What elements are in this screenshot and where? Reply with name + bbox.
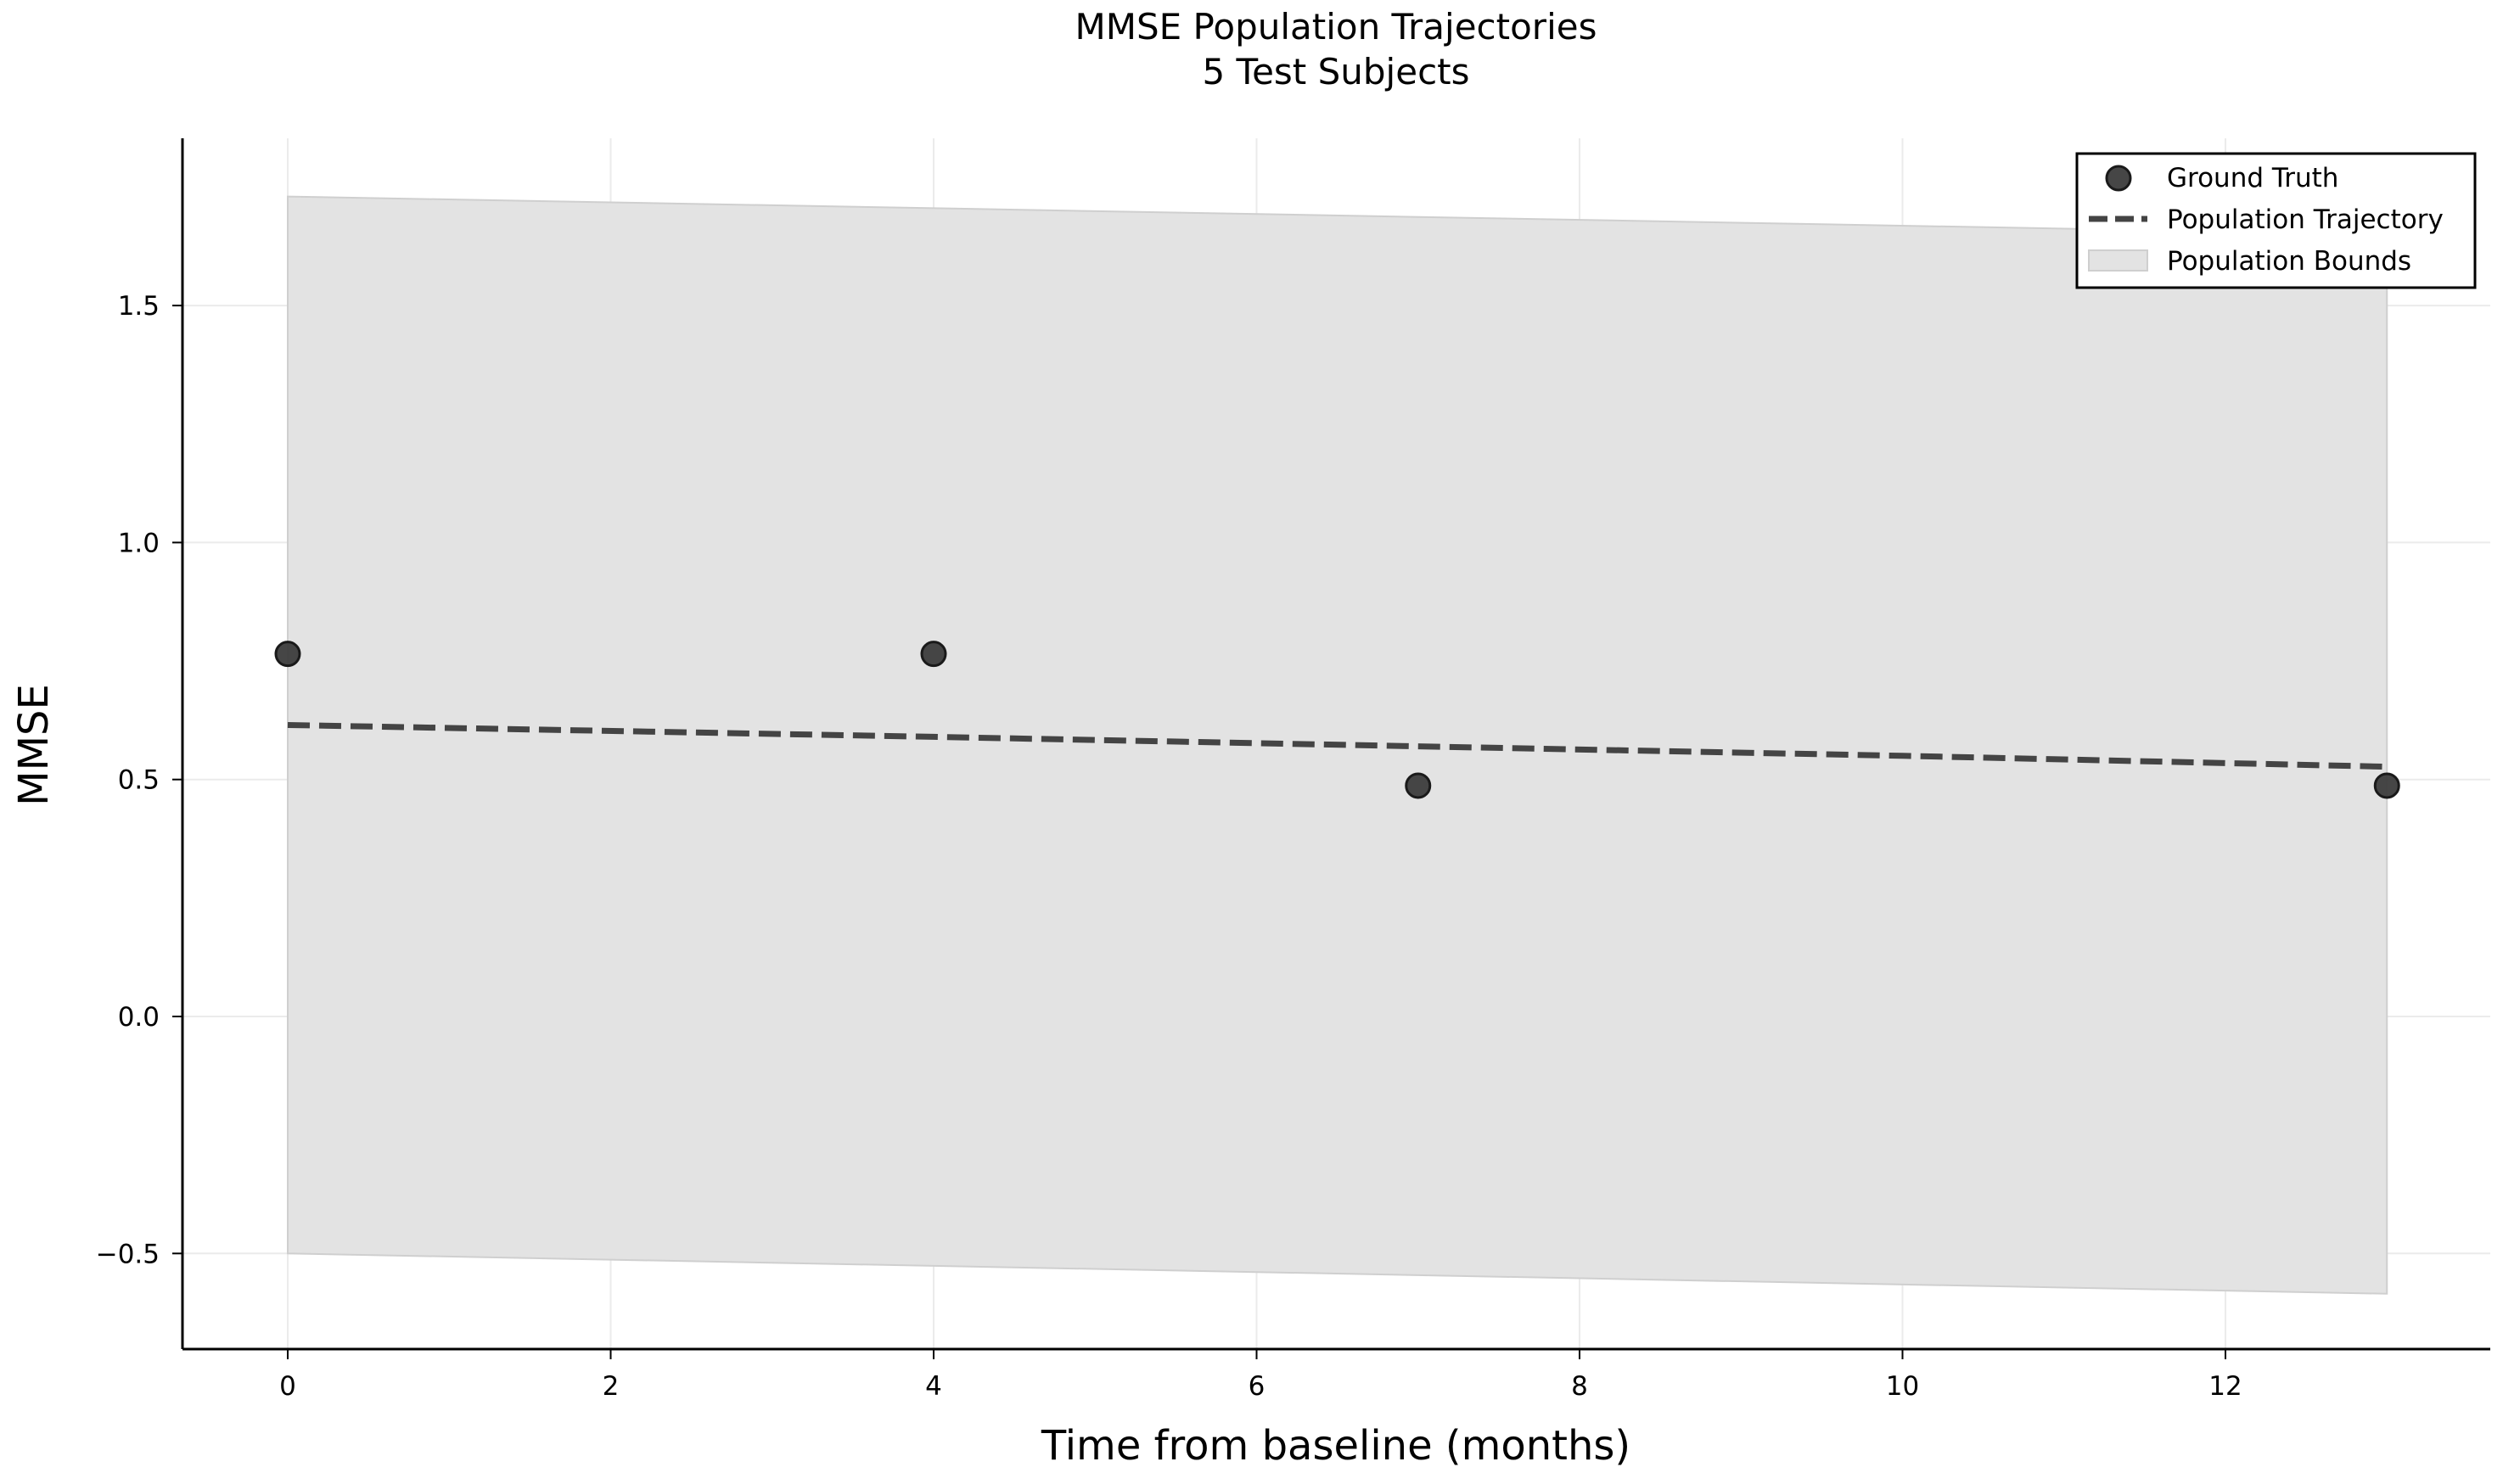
ground-truth-point [920,641,947,668]
legend-population-trajectory-label: Population Trajectory [2167,204,2444,235]
x-tick-label: 0 [279,1371,296,1402]
ground-truth-point [2373,772,2400,799]
ground-truth-point [274,641,301,668]
legend-population-bounds-marker [2088,249,2148,272]
y-tick-label: 0.0 [118,1002,160,1033]
y-axis-label: MMSE [10,684,58,806]
y-tick-label: 0.5 [118,765,160,796]
x-tick-label: 10 [1886,1371,1919,1402]
y-tick-label: 1.0 [118,528,160,558]
x-tick-label: 12 [2208,1371,2242,1402]
ground-truth-point [1405,772,1432,799]
legend-ground-truth-marker [2105,165,2132,192]
y-tick-label: −0.5 [96,1239,160,1269]
legend-ground-truth-label: Ground Truth [2167,163,2338,193]
chart-title: MMSE Population Trajectories [1075,6,1597,48]
y-tick-label: 1.5 [118,291,160,322]
population-trajectory-line [287,721,2388,770]
x-axis-label: Time from baseline (months) [1041,1422,1630,1470]
chart-subtitle: 5 Test Subjects [1202,51,1469,92]
x-tick-label: 6 [1249,1371,1266,1402]
x-tick-label: 8 [1571,1371,1588,1402]
x-tick-label: 2 [603,1371,620,1402]
legend: Ground Truth Population Trajectory Popul… [2075,152,2477,289]
legend-population-bounds-label: Population Bounds [2167,246,2411,277]
x-tick-label: 4 [925,1371,942,1402]
x-axis-ticks: 0 2 4 6 8 10 12 [279,1349,2242,1402]
population-trajectory-layer [287,721,2388,770]
ground-truth-points [274,641,2400,799]
axes [181,138,2490,1351]
y-axis-ticks: −0.5 0.0 0.5 1.0 1.5 [96,291,182,1269]
